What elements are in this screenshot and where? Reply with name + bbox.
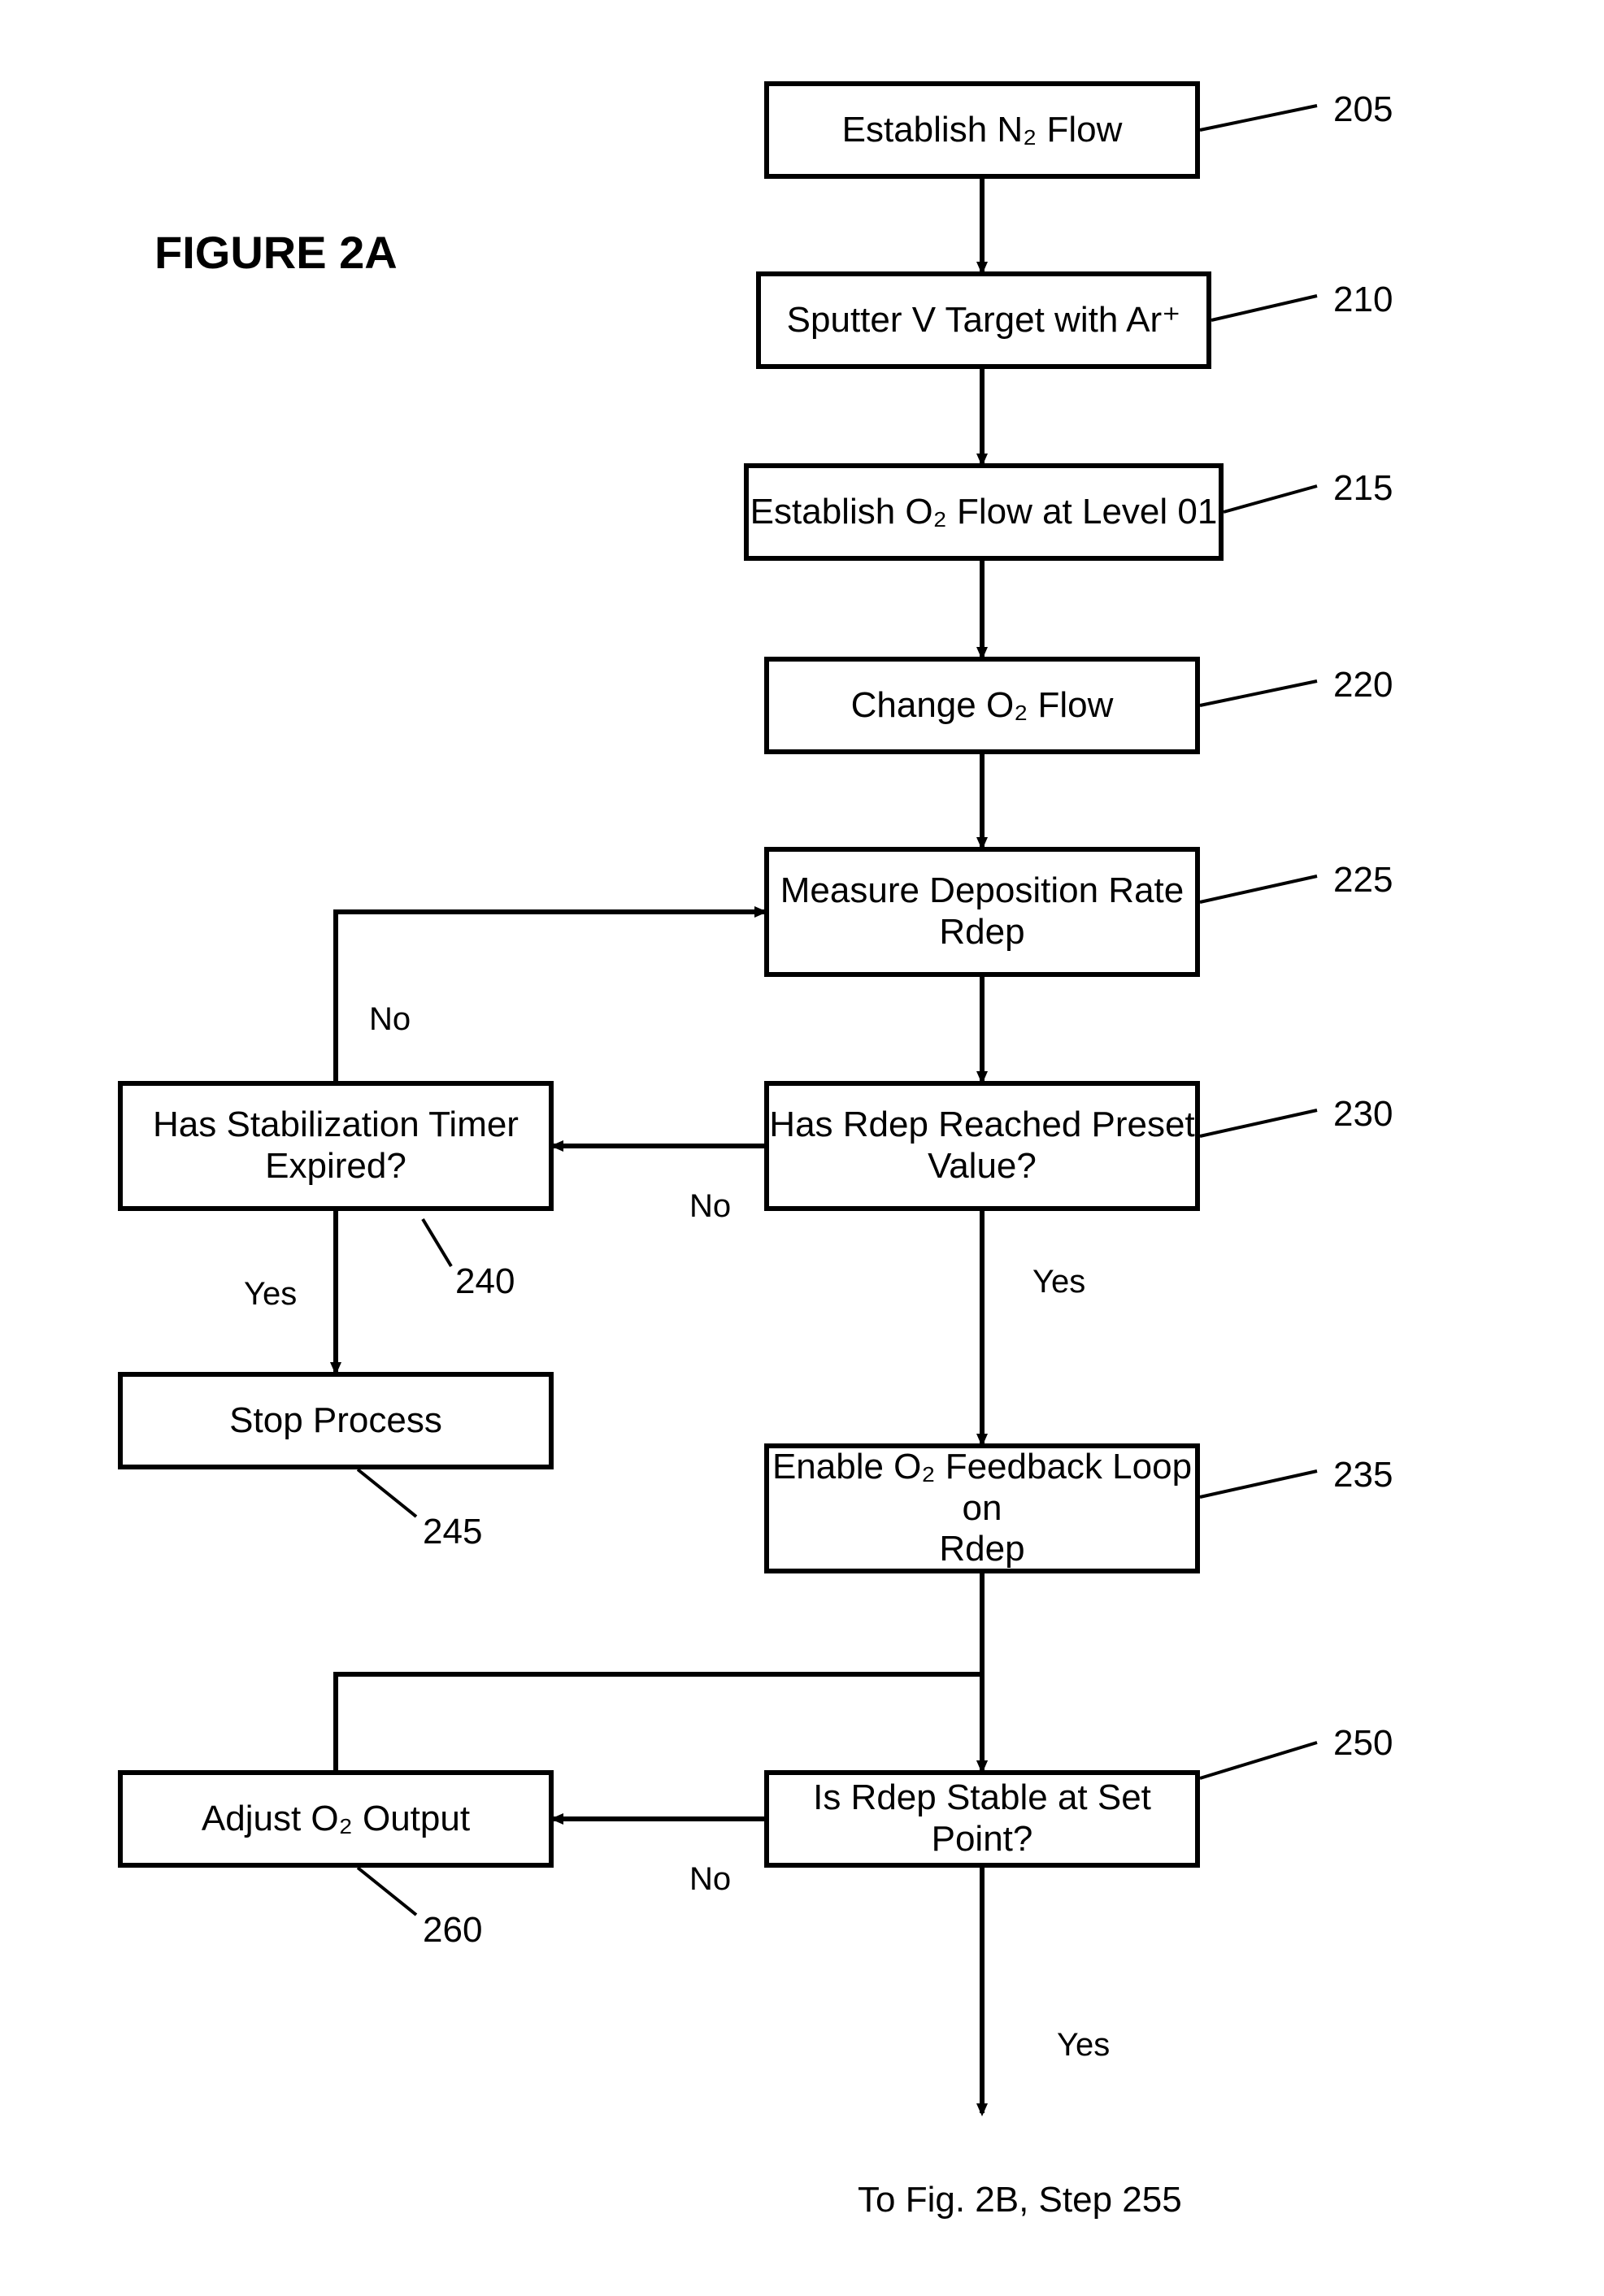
ref-label-245: 245 bbox=[423, 1512, 482, 1552]
flow-node-n215: Establish O₂ Flow at Level 01 bbox=[744, 463, 1224, 561]
flow-node-n240: Has Stabilization TimerExpired? bbox=[118, 1081, 554, 1211]
node-label: Measure Deposition RateRdep bbox=[780, 870, 1184, 953]
flow-node-n230: Has Rdep Reached PresetValue? bbox=[764, 1081, 1200, 1211]
flow-node-n245: Stop Process bbox=[118, 1372, 554, 1469]
flow-node-n210: Sputter V Target with Ar⁺ bbox=[756, 271, 1211, 369]
ref-label-215: 215 bbox=[1333, 468, 1393, 509]
flow-node-n220: Change O₂ Flow bbox=[764, 657, 1200, 754]
ref-label-210: 210 bbox=[1333, 280, 1393, 320]
ref-label-220: 220 bbox=[1333, 665, 1393, 705]
ref-label-205: 205 bbox=[1333, 89, 1393, 130]
flow-node-n260: Adjust O₂ Output bbox=[118, 1770, 554, 1868]
ref-label-230: 230 bbox=[1333, 1094, 1393, 1135]
flow-node-n205: Establish N₂ Flow bbox=[764, 81, 1200, 179]
node-label: Adjust O₂ Output bbox=[202, 1799, 470, 1840]
ref-label-235: 235 bbox=[1333, 1455, 1393, 1495]
edge-label: No bbox=[689, 1861, 731, 1898]
ref-label-240: 240 bbox=[455, 1261, 515, 1302]
node-label: Is Rdep Stable at Set Point? bbox=[769, 1777, 1195, 1860]
ref-label-225: 225 bbox=[1333, 860, 1393, 901]
edge-label: No bbox=[369, 1001, 411, 1038]
node-label: Has Stabilization TimerExpired? bbox=[153, 1105, 519, 1187]
node-label: Sputter V Target with Ar⁺ bbox=[787, 300, 1181, 341]
edge-label: Yes bbox=[1057, 2027, 1110, 2064]
flow-node-n225: Measure Deposition RateRdep bbox=[764, 847, 1200, 977]
node-label: Has Rdep Reached PresetValue? bbox=[769, 1105, 1194, 1187]
ref-label-250: 250 bbox=[1333, 1723, 1393, 1764]
flow-node-n235: Enable O₂ Feedback Loop onRdep bbox=[764, 1443, 1200, 1573]
edge-label: Yes bbox=[244, 1276, 297, 1313]
node-label: Change O₂ Flow bbox=[851, 685, 1114, 727]
ref-label-260: 260 bbox=[423, 1910, 482, 1951]
figure-title: FIGURE 2A bbox=[154, 226, 398, 279]
edge-label: No bbox=[689, 1188, 731, 1225]
flow-node-n250: Is Rdep Stable at Set Point? bbox=[764, 1770, 1200, 1868]
edge-label: Yes bbox=[1032, 1264, 1085, 1300]
node-label: Stop Process bbox=[229, 1400, 442, 1442]
figure-footer: To Fig. 2B, Step 255 bbox=[858, 2180, 1182, 2220]
node-label: Enable O₂ Feedback Loop onRdep bbox=[769, 1447, 1195, 1570]
node-label: Establish N₂ Flow bbox=[842, 110, 1123, 151]
node-label: Establish O₂ Flow at Level 01 bbox=[750, 492, 1218, 533]
